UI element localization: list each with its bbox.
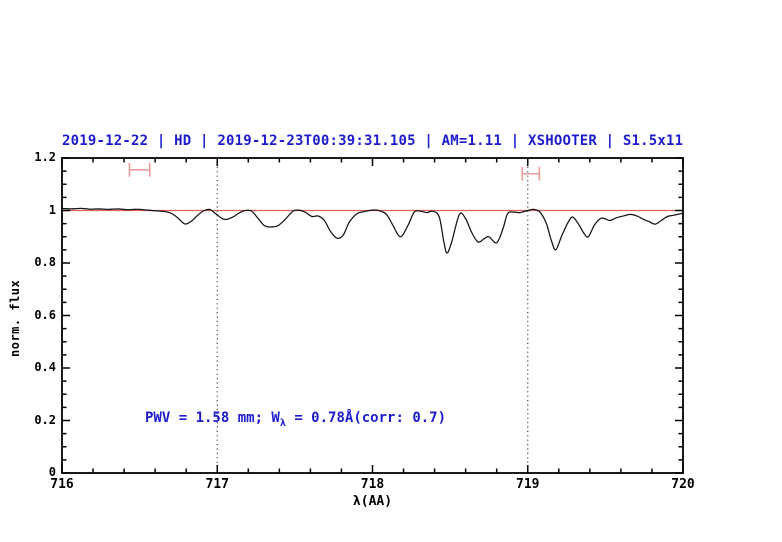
x-tick-label: 718 xyxy=(360,477,385,492)
x-tick-label: 719 xyxy=(516,477,540,492)
y-tick-label: 1 xyxy=(48,202,56,217)
x-tick-label: 717 xyxy=(205,477,229,492)
spectrum-line xyxy=(61,207,684,254)
pwv-annotation: PWV = 1.58 mm; Wλ = 0.78Å(corr: 0.7) xyxy=(145,410,447,429)
y-tick-label: 0.6 xyxy=(34,307,56,322)
y-tick-label: 0.4 xyxy=(34,360,56,374)
x-axis-label: λ(AA) xyxy=(352,494,393,509)
y-tick-label: 0 xyxy=(48,465,56,479)
plot-frame xyxy=(61,157,684,474)
pwv-annotation-subscript: λ xyxy=(279,417,286,429)
y-tick-label: 0.2 xyxy=(34,412,56,427)
pwv-annotation-suffix: = 0.78Å(corr: 0.7) xyxy=(285,410,447,426)
x-tick-label: 720 xyxy=(671,477,695,492)
y-tick-label: 1.2 xyxy=(34,150,56,164)
y-tick-label: 0.8 xyxy=(34,255,56,269)
plot-title: 2019-12-22 | HD | 2019-12-23T00:39:31.10… xyxy=(62,133,684,149)
pwv-annotation-prefix: PWV = 1.58 mm; W xyxy=(145,410,280,426)
x-tick-label: 716 xyxy=(50,477,74,492)
